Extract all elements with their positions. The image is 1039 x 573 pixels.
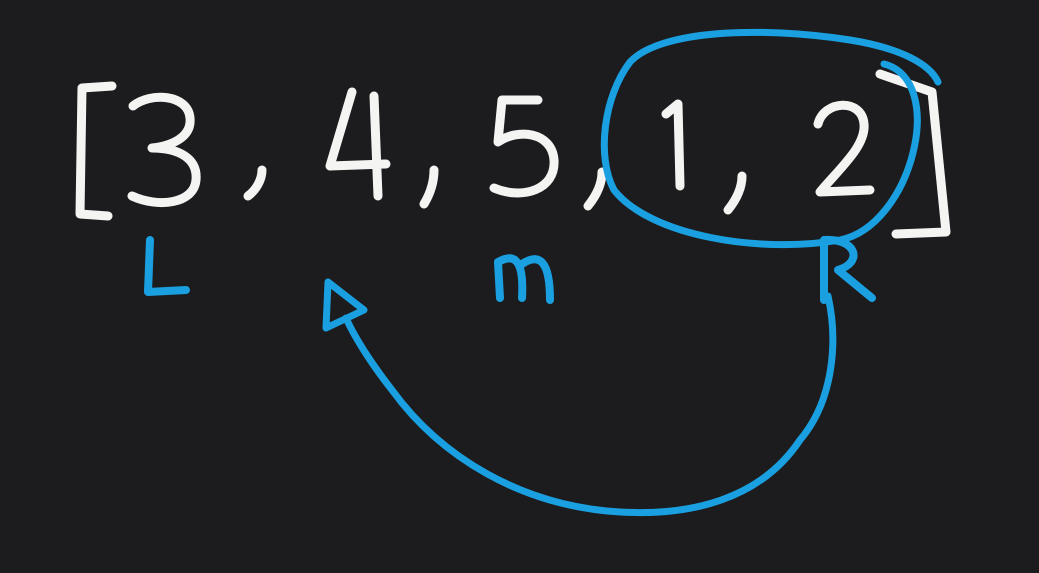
pointer-mid	[494, 254, 554, 304]
element-1	[661, 99, 685, 191]
open-bracket	[75, 81, 117, 221]
annotations	[144, 28, 942, 517]
rotation-arrow	[342, 292, 837, 517]
element-3	[127, 92, 201, 207]
rotated-segment-loop	[600, 28, 942, 249]
element-2	[813, 100, 875, 197]
comma-2	[419, 165, 439, 209]
pointer-right	[820, 235, 876, 304]
element-5	[489, 95, 559, 198]
pointer-left	[144, 236, 190, 296]
element-4	[325, 87, 391, 201]
array-sketch	[75, 69, 951, 239]
comma-3	[583, 167, 607, 211]
comma-1	[243, 165, 267, 201]
arrow-head	[322, 278, 368, 332]
comma-4	[723, 171, 747, 215]
